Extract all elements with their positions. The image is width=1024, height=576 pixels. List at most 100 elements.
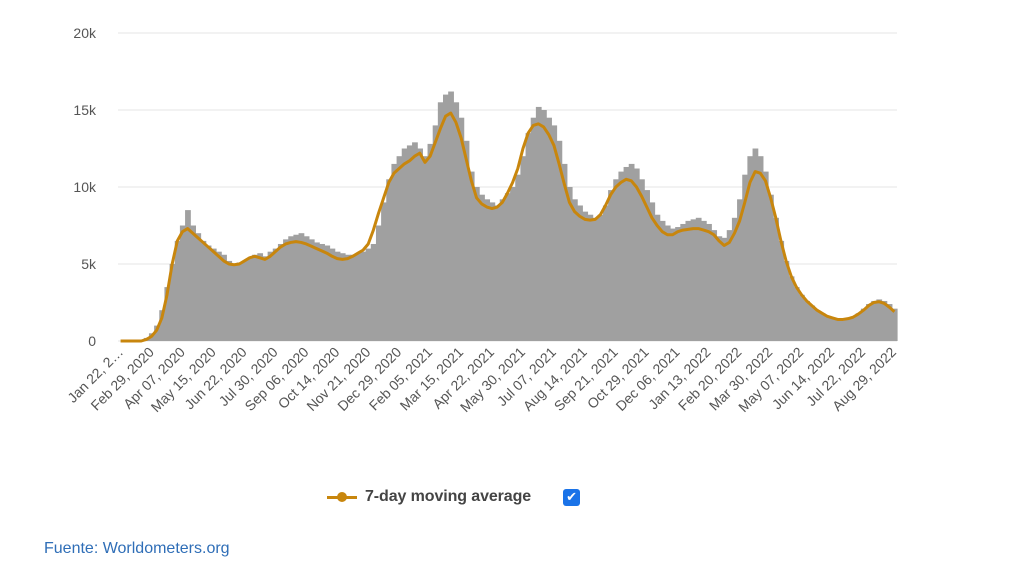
daily-bar [639, 179, 645, 341]
daily-bar [602, 205, 609, 341]
y-axis-ticks: 0 5k 10k 15k 20k [73, 25, 97, 349]
daily-bar [350, 254, 356, 341]
daily-bar [700, 220, 707, 341]
daily-bar [551, 125, 558, 342]
daily-bar [866, 304, 872, 341]
daily-bar [845, 317, 852, 341]
daily-bar [391, 163, 398, 341]
daily-bar [783, 260, 790, 341]
daily-bar [417, 148, 423, 341]
daily-bar [484, 199, 491, 341]
daily-bar [860, 308, 867, 341]
daily-bar [221, 254, 227, 341]
daily-bar [876, 299, 883, 341]
daily-bar [463, 140, 470, 341]
daily-bar [246, 257, 253, 341]
daily-bar [324, 245, 331, 341]
daily-cases-bars [143, 91, 898, 342]
daily-bar [303, 236, 310, 341]
daily-bar [706, 223, 712, 341]
daily-bar [778, 240, 785, 341]
daily-bar [628, 163, 635, 341]
daily-bar [608, 190, 614, 341]
daily-bar [479, 194, 485, 341]
daily-bar [298, 233, 305, 341]
daily-bar [798, 294, 805, 341]
daily-bar [339, 253, 346, 341]
daily-bar [618, 171, 625, 341]
daily-bar [510, 187, 516, 341]
daily-bar [633, 168, 640, 341]
daily-bar [499, 199, 506, 341]
daily-bar [566, 187, 573, 341]
daily-bar [762, 171, 769, 341]
daily-bar [365, 248, 372, 341]
daily-bar [267, 251, 274, 341]
daily-bar [644, 190, 650, 341]
daily-bar [458, 117, 465, 341]
daily-bar [711, 230, 718, 341]
daily-bar [530, 117, 537, 341]
daily-bar [592, 217, 599, 341]
daily-bar [871, 300, 877, 341]
daily-bar [675, 227, 681, 341]
daily-bar [613, 179, 620, 341]
daily-bar [453, 102, 460, 341]
checkmark-icon: ✔ [566, 489, 578, 504]
daily-bar [577, 205, 583, 341]
daily-bar [886, 304, 893, 341]
daily-bar [587, 214, 594, 341]
daily-bar [752, 148, 759, 341]
daily-bar [360, 251, 367, 341]
daily-bar [401, 148, 408, 341]
legend[interactable]: 7-day moving average ✔ [327, 488, 581, 506]
daily-bar [680, 223, 687, 341]
daily-bar [716, 236, 723, 341]
daily-bar [293, 234, 300, 341]
daily-bar [773, 217, 779, 341]
daily-bar [386, 179, 393, 341]
daily-bar [427, 143, 434, 341]
source-link[interactable]: Fuente: Worldometers.org [44, 540, 230, 557]
daily-bar [654, 214, 661, 341]
daily-bar [726, 230, 733, 341]
daily-bar [272, 248, 279, 341]
daily-bar [525, 133, 532, 341]
daily-bar [556, 140, 563, 341]
daily-bar [448, 91, 454, 342]
daily-bar [737, 199, 743, 341]
legend-label: 7-day moving average [365, 488, 532, 505]
daily-bar [664, 225, 671, 341]
daily-bar [231, 264, 238, 341]
daily-bar [731, 217, 738, 341]
daily-bar [319, 243, 325, 341]
daily-bar [432, 125, 439, 342]
daily-bar [768, 194, 774, 341]
daily-bar [154, 325, 160, 341]
daily-bar [205, 245, 212, 341]
daily-bar [670, 228, 676, 341]
daily-bar [623, 166, 630, 341]
daily-bar [412, 142, 418, 341]
daily-bar [334, 251, 341, 341]
y-tick-label: 10k [73, 179, 97, 195]
daily-bar [169, 264, 176, 341]
moving-average-checkbox[interactable]: ✔ [563, 488, 581, 506]
y-tick-label: 5k [81, 256, 97, 272]
daily-bar [190, 225, 196, 341]
daily-bar [793, 287, 800, 341]
daily-bar [891, 308, 898, 341]
daily-bar [159, 310, 166, 341]
daily-bar [329, 248, 336, 341]
daily-bar [695, 217, 702, 341]
moving-average-line [120, 111, 896, 343]
daily-bar [226, 260, 233, 341]
daily-bar [850, 316, 857, 341]
daily-bar [685, 220, 692, 341]
daily-bar [546, 117, 552, 341]
daily-bar [200, 240, 207, 341]
daily-bar [535, 106, 542, 341]
moving-average-legend-marker [327, 489, 357, 505]
